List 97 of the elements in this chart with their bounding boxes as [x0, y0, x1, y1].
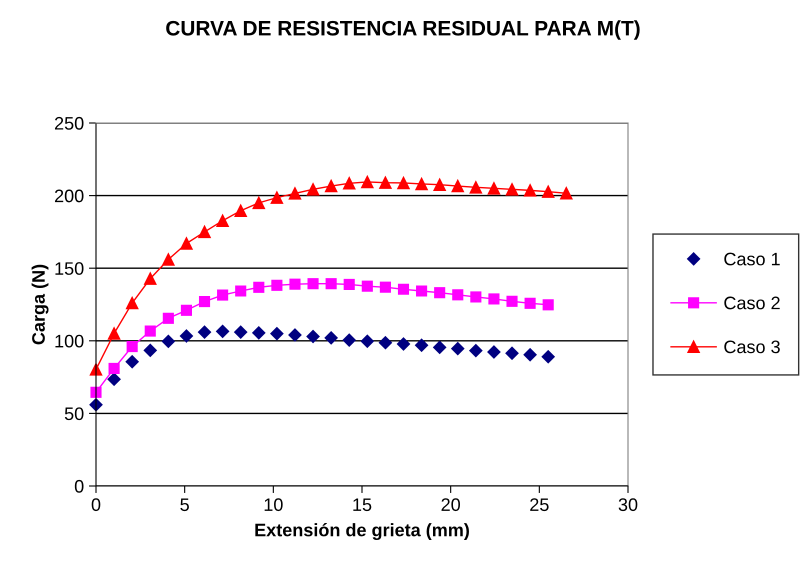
point: [488, 182, 500, 195]
point: [144, 344, 157, 357]
point: [288, 328, 302, 342]
point: [198, 226, 211, 238]
point: [180, 304, 192, 316]
point: [162, 312, 174, 324]
point: [416, 285, 428, 297]
point: [271, 280, 282, 291]
point: [362, 280, 373, 292]
x-tick-label: 20: [442, 498, 460, 512]
point: [198, 326, 212, 339]
point: [217, 290, 228, 301]
y-tick-label: 50: [64, 407, 84, 420]
point: [234, 204, 247, 217]
point: [253, 282, 264, 293]
point: [379, 176, 392, 189]
point: [396, 337, 410, 351]
point: [180, 329, 194, 343]
point: [452, 289, 464, 300]
point: [470, 291, 482, 303]
point: [487, 345, 501, 359]
point: [414, 338, 428, 352]
point: [108, 362, 120, 374]
point: [288, 187, 302, 200]
x-tick-label: 25: [530, 498, 549, 512]
point: [326, 278, 337, 290]
point: [506, 183, 518, 196]
x-tick-label: 30: [618, 498, 638, 512]
y-tick-label: 100: [55, 334, 84, 348]
point: [488, 293, 500, 305]
point: [180, 237, 193, 250]
point: [306, 183, 320, 196]
point: [144, 272, 157, 285]
point: [342, 177, 356, 190]
point: [216, 324, 230, 338]
point: [90, 386, 102, 398]
x-tick-label: 15: [353, 498, 372, 512]
point: [433, 340, 446, 354]
point: [308, 278, 319, 290]
chart-title: CURVA DE RESISTENCIA RESIDUAL PARA M(T): [166, 20, 640, 40]
x-tick-label: 0: [92, 498, 100, 512]
point: [126, 296, 138, 310]
point: [289, 278, 301, 290]
point: [126, 341, 138, 352]
y-tick-label: 0: [74, 480, 84, 493]
point: [162, 334, 175, 348]
point: [270, 327, 284, 340]
point: [378, 336, 392, 350]
point: [433, 178, 446, 191]
point: [270, 191, 284, 204]
point: [342, 333, 356, 347]
point: [524, 298, 536, 309]
point: [415, 178, 428, 190]
point: [452, 180, 464, 192]
point: [306, 330, 320, 344]
legend-label: Caso 1: [724, 252, 780, 266]
point: [380, 282, 391, 293]
point: [126, 355, 139, 368]
x-axis-title: Extensión de grieta (mm): [255, 522, 469, 540]
point: [144, 326, 156, 337]
point: [398, 284, 410, 295]
point: [505, 346, 519, 360]
point: [542, 185, 554, 198]
point: [360, 334, 374, 348]
y-tick-label: 200: [54, 190, 84, 202]
x-tick-label: 10: [264, 498, 283, 512]
point: [235, 285, 246, 297]
point: [524, 184, 536, 197]
point: [434, 287, 446, 298]
point: [542, 299, 554, 310]
point: [324, 331, 338, 344]
point: [470, 181, 482, 194]
point: [361, 176, 374, 188]
point: [108, 372, 121, 386]
point: [397, 176, 410, 190]
point: [506, 296, 518, 307]
legend-label: Caso 3: [724, 340, 780, 354]
point: [252, 196, 266, 210]
y-tick-label: 250: [54, 116, 84, 130]
point: [451, 342, 464, 356]
y-tick-label: 150: [55, 262, 84, 275]
y-axis-title: Carga (N): [32, 264, 49, 344]
point: [234, 326, 248, 339]
point: [108, 327, 120, 340]
point: [162, 253, 175, 266]
x-tick-label: 5: [180, 498, 189, 512]
point: [252, 326, 266, 340]
point: [542, 350, 555, 364]
point: [469, 344, 482, 358]
point: [216, 214, 229, 227]
point: [324, 180, 338, 192]
point: [344, 278, 355, 290]
point: [198, 296, 210, 308]
point: [560, 187, 573, 200]
legend-label: Caso 2: [724, 296, 780, 310]
point: [524, 348, 537, 362]
point: [89, 398, 103, 412]
